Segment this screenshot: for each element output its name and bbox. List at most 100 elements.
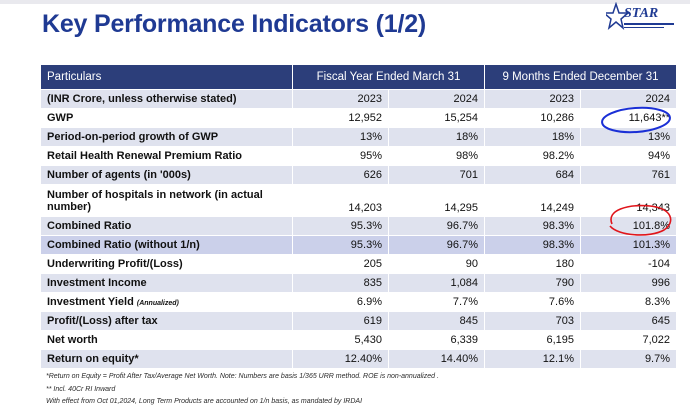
- logo-text: STAR: [624, 6, 659, 21]
- cell: 180: [484, 254, 581, 274]
- cell: 95.3%: [292, 216, 389, 236]
- row-label-note: (Annualized): [136, 300, 179, 307]
- cell: 14,343: [579, 184, 678, 217]
- cell: -104: [579, 254, 678, 274]
- row-label: GWP: [40, 108, 293, 128]
- footnote-ri-inward: ** Incl. 40Cr RI Inward: [46, 386, 116, 393]
- cell: 835: [292, 273, 389, 293]
- row-label: Period-on-period growth of GWP: [40, 127, 293, 147]
- row-label: Number of hospitals in network (in actua…: [40, 184, 293, 217]
- table-row: Period-on-period growth of GWP 13% 18% 1…: [40, 127, 678, 147]
- row-label: Retail Health Renewal Premium Ratio: [40, 146, 293, 166]
- cell: 94%: [579, 146, 678, 166]
- row-label: Underwriting Profit/(Loss): [40, 254, 293, 274]
- logo-underline-2: [624, 27, 664, 28]
- cell: 101.8%: [579, 216, 678, 236]
- cell: 98%: [388, 146, 485, 166]
- cell: 2023: [484, 89, 581, 109]
- cell: 845: [388, 311, 485, 331]
- row-label: Return on equity*: [40, 349, 293, 369]
- table-row: Number of agents (in '000s) 626 701 684 …: [40, 165, 678, 185]
- row-label: Combined Ratio (without 1/n): [40, 235, 293, 255]
- star-icon: [606, 2, 631, 31]
- star-logo: [606, 2, 631, 31]
- table-row: Investment Yield (Annualized) 6.9% 7.7% …: [40, 292, 678, 312]
- cell: 645: [579, 311, 678, 331]
- cell: 12.40%: [292, 349, 389, 369]
- table-row: Return on equity* 12.40% 14.40% 12.1% 9.…: [40, 349, 678, 369]
- page-title: Key Performance Indicators (1/2): [42, 10, 427, 38]
- cell: 95%: [292, 146, 389, 166]
- cell: 101.3%: [579, 235, 678, 255]
- cell: 98.3%: [484, 216, 581, 236]
- table-row: Net worth 5,430 6,339 6,195 7,022: [40, 330, 678, 350]
- cell: 684: [484, 165, 581, 185]
- cell: 9.7%: [579, 349, 678, 369]
- cell: 1,084: [388, 273, 485, 293]
- cell: 7,022: [579, 330, 678, 350]
- cell: 11,643**: [579, 108, 678, 128]
- cell: 90: [388, 254, 485, 274]
- cell: 2024: [388, 89, 485, 109]
- cell: 13%: [292, 127, 389, 147]
- table-row: Combined Ratio 95.3% 96.7% 98.3% 101.8%: [40, 216, 678, 236]
- cell: 205: [292, 254, 389, 274]
- cell: 14,249: [484, 184, 581, 217]
- cell: 619: [292, 311, 389, 331]
- cell: 10,286: [484, 108, 581, 128]
- header-nine-months: 9 Months Ended December 31: [483, 64, 678, 90]
- table-header-row: Particulars Fiscal Year Ended March 31 9…: [40, 64, 678, 90]
- cell: 98.3%: [484, 235, 581, 255]
- kpi-table: Particulars Fiscal Year Ended March 31 9…: [40, 64, 678, 369]
- cell: 790: [484, 273, 581, 293]
- cell: 95.3%: [292, 235, 389, 255]
- row-label: Combined Ratio: [40, 216, 293, 236]
- table-row: (INR Crore, unless otherwise stated) 202…: [40, 89, 678, 109]
- table-row: Investment Income 835 1,084 790 996: [40, 273, 678, 293]
- cell: 2024: [579, 89, 678, 109]
- table-row: GWP 12,952 15,254 10,286 11,643**: [40, 108, 678, 128]
- cell: 5,430: [292, 330, 389, 350]
- cell: 12.1%: [484, 349, 581, 369]
- row-label: Investment Yield (Annualized): [40, 292, 293, 312]
- header-fiscal-year: Fiscal Year Ended March 31: [292, 64, 485, 90]
- cell: 96.7%: [388, 216, 485, 236]
- cell: 18%: [484, 127, 581, 147]
- cell: 14,295: [388, 184, 485, 217]
- table-row: Number of hospitals in network (in actua…: [40, 184, 678, 217]
- row-label-text: Investment Yield: [47, 296, 134, 308]
- row-label: Number of agents (in '000s): [40, 165, 293, 185]
- logo-underline: [624, 23, 674, 25]
- cell: 6.9%: [292, 292, 389, 312]
- cell: 14,203: [292, 184, 389, 217]
- table-row: Retail Health Renewal Premium Ratio 95% …: [40, 146, 678, 166]
- row-label: Investment Income: [40, 273, 293, 293]
- table-row: Combined Ratio (without 1/n) 95.3% 96.7%…: [40, 235, 678, 255]
- cell: 761: [579, 165, 678, 185]
- table-row: Underwriting Profit/(Loss) 205 90 180 -1…: [40, 254, 678, 274]
- cell: 703: [484, 311, 581, 331]
- cell: 8.3%: [579, 292, 678, 312]
- cell: 15,254: [388, 108, 485, 128]
- cell: 2023: [292, 89, 389, 109]
- row-label: Profit/(Loss) after tax: [40, 311, 293, 331]
- cell: 14.40%: [388, 349, 485, 369]
- cell: 13%: [579, 127, 678, 147]
- cell: 6,195: [484, 330, 581, 350]
- cell: 7.6%: [484, 292, 581, 312]
- footnote-long-term: With effect from Oct 01,2024, Long Term …: [46, 398, 363, 405]
- row-label: (INR Crore, unless otherwise stated): [40, 89, 293, 109]
- cell: 96.7%: [388, 235, 485, 255]
- cell: 6,339: [388, 330, 485, 350]
- footnote-roe: *Return on Equity = Profit After Tax/Ave…: [46, 373, 439, 380]
- header-particulars: Particulars: [40, 64, 293, 90]
- table-row: Profit/(Loss) after tax 619 845 703 645: [40, 311, 678, 331]
- cell: 996: [579, 273, 678, 293]
- cell: 7.7%: [388, 292, 485, 312]
- row-label: Net worth: [40, 330, 293, 350]
- cell: 626: [292, 165, 389, 185]
- cell: 701: [388, 165, 485, 185]
- cell: 18%: [388, 127, 485, 147]
- cell: 12,952: [292, 108, 389, 128]
- top-bar: [0, 0, 690, 4]
